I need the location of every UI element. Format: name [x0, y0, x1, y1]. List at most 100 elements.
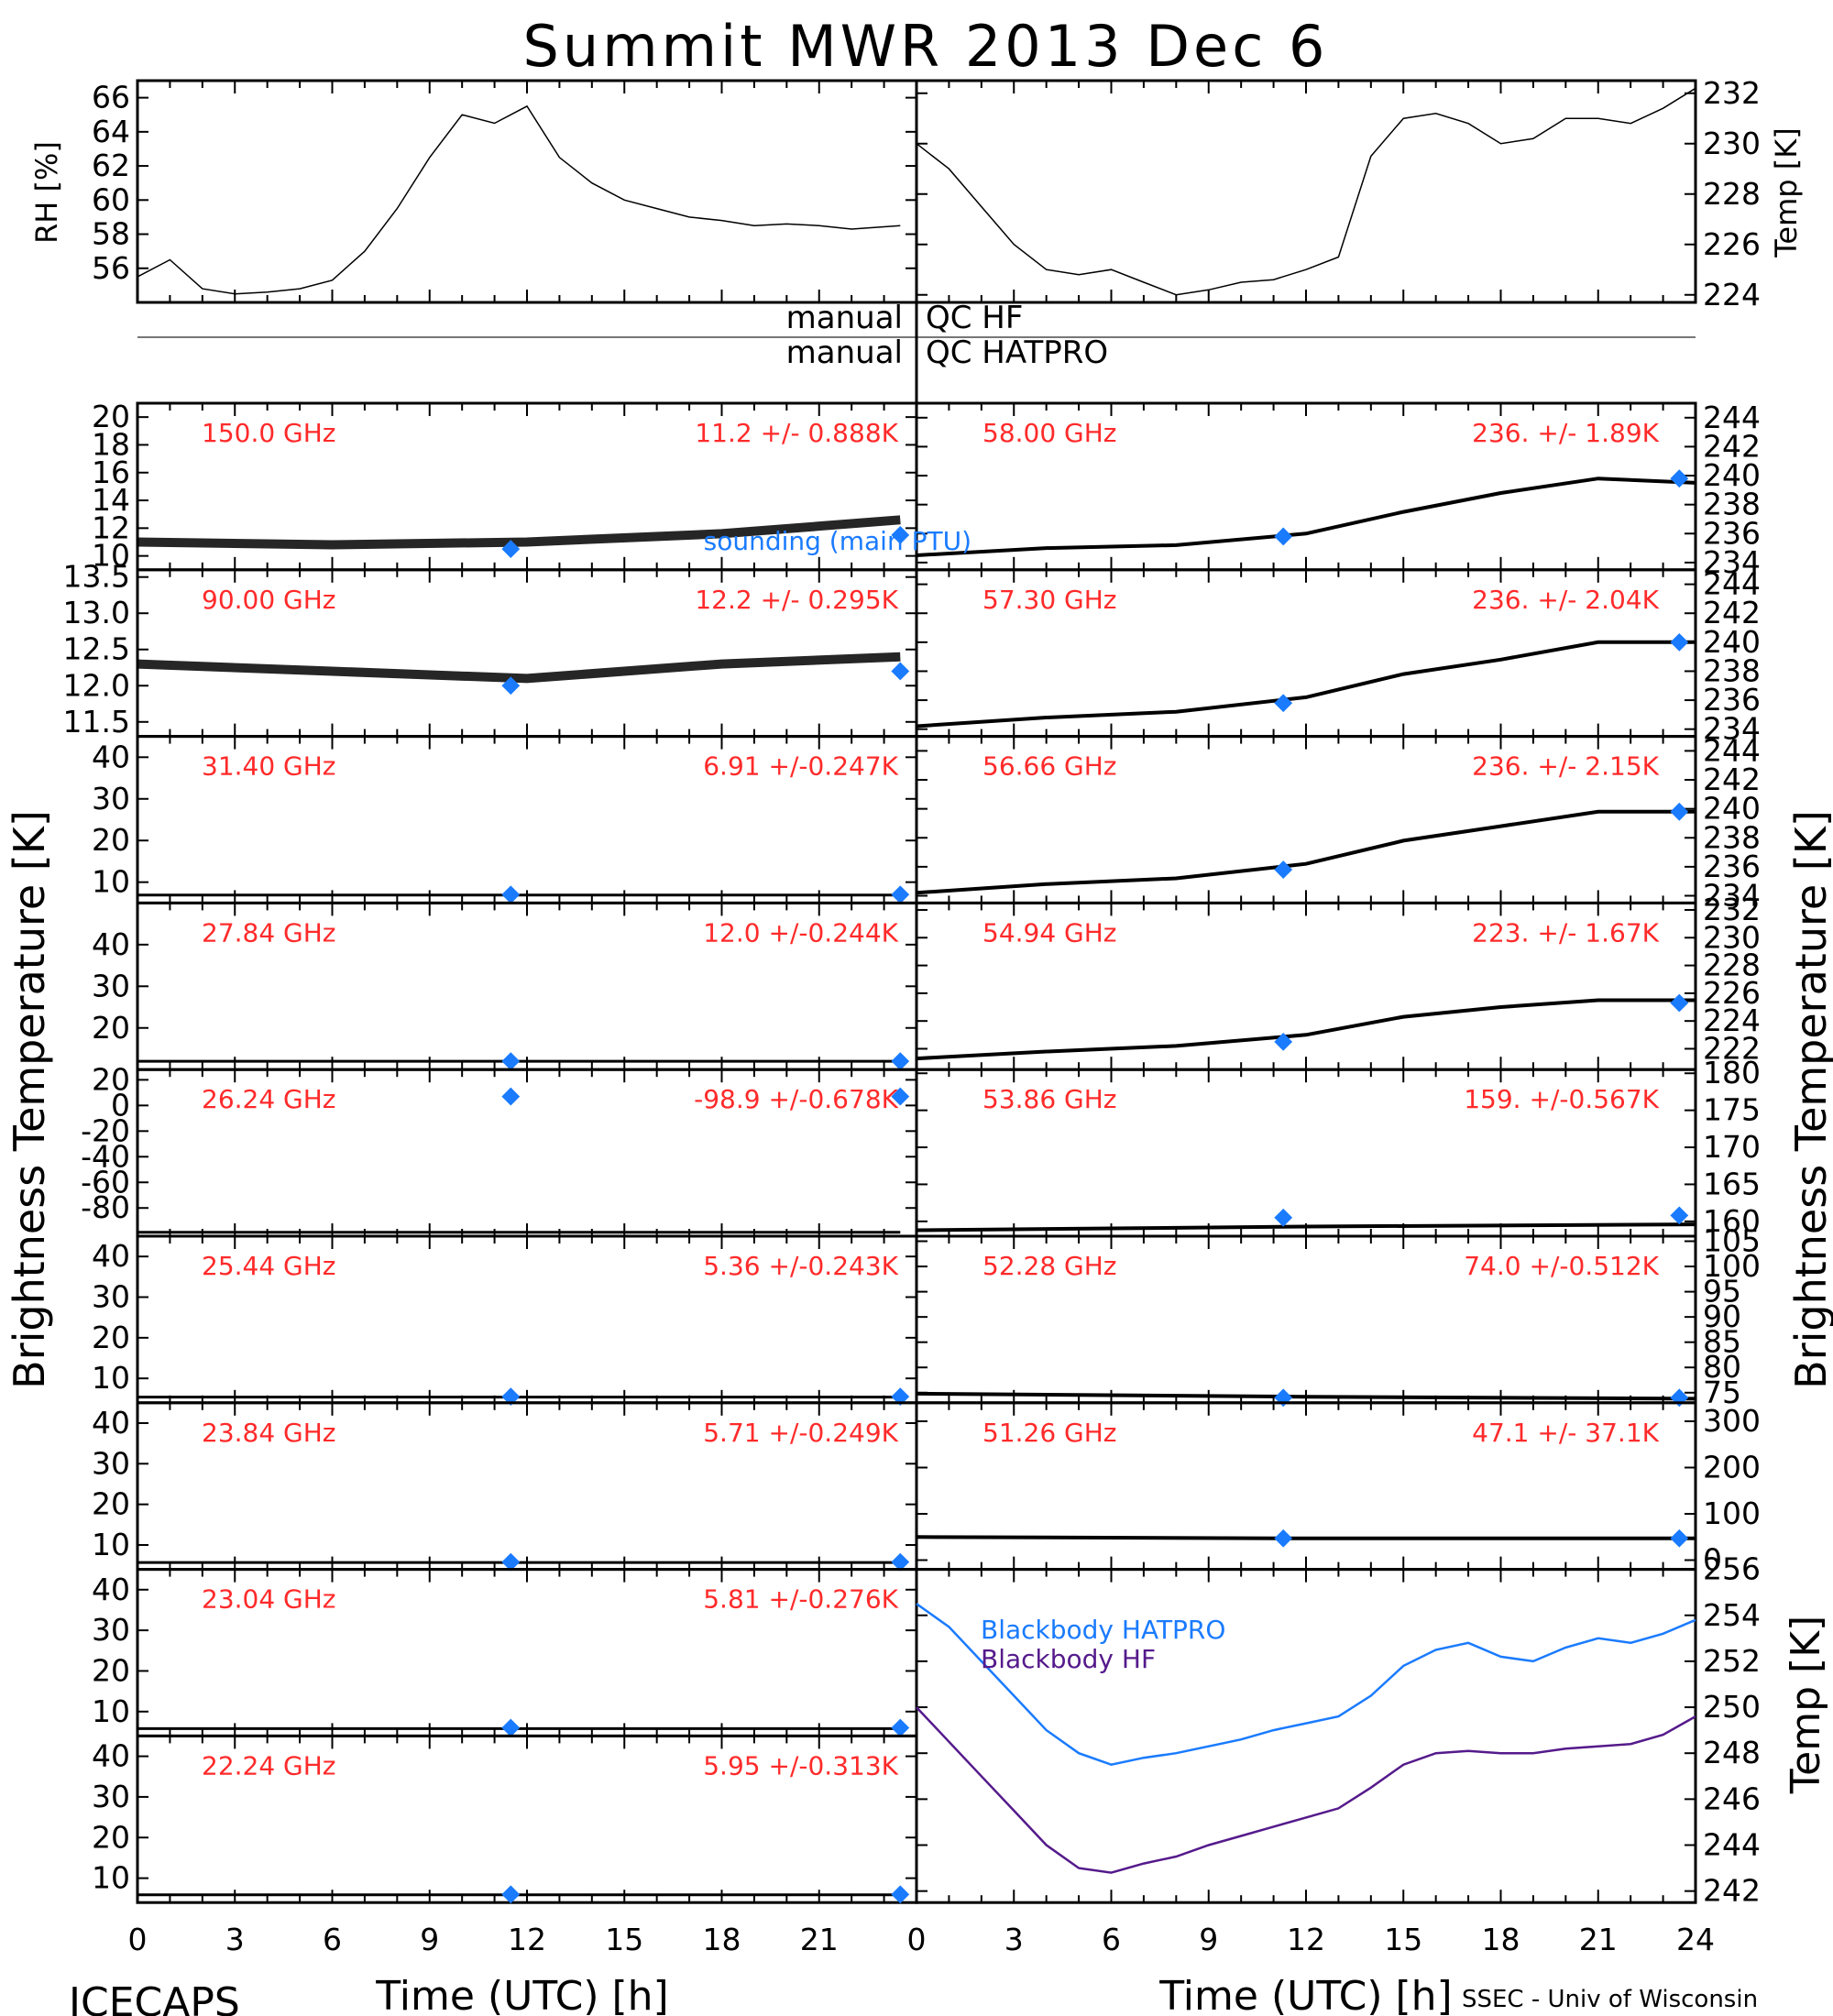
- y-tick-label: 240: [1703, 791, 1761, 827]
- channel-series: [916, 1391, 1696, 1401]
- channel-series: [137, 652, 901, 684]
- channel-stat: 236. +/- 2.04K: [1472, 585, 1659, 615]
- y-tick-label: 40: [92, 1738, 130, 1774]
- sounding-marker: [501, 1052, 521, 1071]
- y-tick-label: 30: [92, 1279, 130, 1315]
- y-tick-label: 30: [92, 968, 130, 1003]
- sounding-marker: [1274, 1528, 1293, 1548]
- sounding-marker: [1670, 1528, 1689, 1548]
- x-tick-label: 6: [1102, 1922, 1121, 1957]
- sounding-marker: [891, 1718, 910, 1737]
- y-tick-label: 0: [1703, 1542, 1722, 1578]
- y-tick-label: 40: [92, 1572, 130, 1607]
- y-tick-label: 40: [92, 1238, 130, 1274]
- y-tick-label: 20: [92, 1486, 130, 1522]
- y-tick-label: 16: [92, 455, 130, 490]
- y-tick-label: -60: [81, 1164, 130, 1200]
- y-tick-label: 238: [1703, 652, 1761, 688]
- sounding-marker: [1274, 1033, 1293, 1051]
- y-tick-label: 10: [92, 1527, 130, 1562]
- channel-frequency: 25.44 GHz: [202, 1251, 336, 1281]
- y-tick-label: 160: [1703, 1203, 1761, 1239]
- qc-hf-left: manual: [786, 300, 903, 336]
- x-tick-label: 6: [323, 1922, 342, 1957]
- sounding-marker: [1670, 469, 1689, 488]
- y-tick-label: 244: [1703, 1827, 1761, 1863]
- y-tick-label: 64: [92, 114, 130, 149]
- y-tick-label: 244: [1703, 732, 1761, 768]
- y-tick-label: 228: [1703, 176, 1761, 212]
- sounding-marker: [1274, 694, 1293, 713]
- sounding-marker: [501, 1552, 521, 1572]
- y-tick-label: 226: [1703, 975, 1761, 1011]
- temp-series: [916, 87, 1696, 296]
- y-tick-label: 244: [1703, 400, 1761, 435]
- x-tick-label: 21: [800, 1922, 839, 1957]
- y-tick-label: 20: [92, 399, 130, 434]
- blackbody-series: [916, 1706, 1696, 1874]
- sounding-marker: [1274, 527, 1293, 546]
- channel-frequency: 23.84 GHz: [202, 1418, 336, 1448]
- y-tick-label: 242: [1703, 595, 1761, 630]
- y-tick-label: 30: [92, 1445, 130, 1481]
- y-tick-label: 40: [92, 1405, 130, 1441]
- sounding-marker: [501, 1387, 521, 1407]
- y-tick-label: 10: [92, 1860, 130, 1896]
- y-tick-label: 12.0: [63, 667, 130, 703]
- x-tick-label: 12: [1287, 1922, 1325, 1957]
- sounding-marker: [501, 540, 521, 558]
- channel-stat: 236. +/- 1.89K: [1472, 418, 1659, 448]
- y-tick-label: 238: [1703, 819, 1761, 855]
- sounding-marker: [501, 1087, 521, 1106]
- y-tick-label: 236: [1703, 515, 1761, 551]
- y-tick-label: 90: [1703, 1298, 1741, 1334]
- bb-hatpro-legend: Blackbody HATPRO: [981, 1615, 1225, 1645]
- channel-series: [916, 1222, 1696, 1233]
- sounding-marker: [1670, 1206, 1689, 1225]
- x-tick-label: 15: [1384, 1922, 1422, 1957]
- y-tick-label: 224: [1703, 277, 1761, 312]
- channel-frequency: 53.86 GHz: [982, 1084, 1117, 1114]
- y-tick-label: 20: [92, 1010, 130, 1046]
- y-tick-label: -20: [81, 1112, 130, 1148]
- channel-stat: 5.81 +/-0.276K: [703, 1584, 898, 1615]
- y-tick-label: 228: [1703, 948, 1761, 983]
- sounding-marker: [1670, 993, 1689, 1013]
- y-tick-label: 13.5: [63, 559, 130, 595]
- channel-frequency: 23.04 GHz: [202, 1584, 336, 1615]
- y-tick-label: 75: [1703, 1375, 1741, 1410]
- sounding-marker: [891, 662, 910, 681]
- y-tick-label: 56: [92, 250, 130, 286]
- y-tick-label: 30: [92, 1779, 130, 1814]
- y-tick-label: 240: [1703, 457, 1761, 493]
- channel-stat: 11.2 +/- 0.888K: [695, 418, 898, 448]
- y-tick-label: 238: [1703, 487, 1761, 522]
- y-tick-label: 58: [92, 216, 130, 252]
- y-tick-label: 10: [92, 864, 130, 900]
- y-tick-label: 242: [1703, 1873, 1761, 1909]
- sounding-marker: [501, 885, 521, 904]
- sounding-marker: [1670, 802, 1689, 821]
- y-tick-label: 100: [1703, 1496, 1761, 1531]
- y-tick-label: 170: [1703, 1129, 1761, 1165]
- channel-frequency: 150.0 GHz: [202, 418, 336, 448]
- sounding-marker: [891, 1387, 910, 1407]
- channel-frequency: 51.26 GHz: [982, 1418, 1117, 1448]
- sounding-marker: [891, 1885, 910, 1904]
- channel-series: [916, 477, 1696, 557]
- y-tick-label: 11.5: [63, 704, 130, 740]
- y-tick-label: 10: [92, 1693, 130, 1729]
- qc-hf-right: QC HF: [926, 300, 1023, 336]
- y-tick-label: 248: [1703, 1735, 1761, 1770]
- channel-frequency: 27.84 GHz: [202, 917, 336, 948]
- x-tick-label: 0: [907, 1922, 927, 1957]
- y-tick-label: 85: [1703, 1324, 1741, 1360]
- x-tick-labels: 0 3 6 9 12 15 18 21 0 3 6 9 12 15 18 21 24: [128, 1922, 1716, 1957]
- y-tick-label: 236: [1703, 682, 1761, 718]
- x-tick-label: 3: [1004, 1922, 1024, 1957]
- y-tick-label: 30: [92, 1612, 130, 1648]
- sounding-marker: [501, 676, 521, 696]
- y-tick-label: 180: [1703, 1055, 1761, 1090]
